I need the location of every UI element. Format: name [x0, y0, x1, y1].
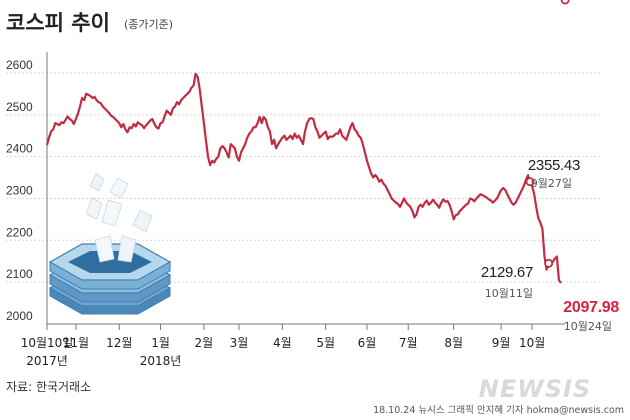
x-tick-label: 5월 [316, 336, 335, 350]
annotation-peak-date: 9월27일 [531, 176, 572, 190]
annotation-peak-value: 2355.43 [528, 157, 580, 174]
x-tick-label: 8월 [444, 336, 463, 350]
chart-title: 코스피 추이 [6, 11, 110, 35]
x-tick-label: 2월 [195, 336, 214, 350]
y-tick-label: 2200 [6, 225, 33, 239]
x-year-label: 2018년 [140, 354, 182, 368]
annotation-latest-value: 2097.98 [563, 299, 619, 316]
y-tick-label: 2100 [6, 267, 33, 281]
x-tick-label: 11월 [63, 336, 89, 350]
annotation-marker [525, 177, 535, 187]
money-tray-illustration [48, 173, 172, 315]
annotation-latest-date: 10월24일 [564, 319, 612, 333]
x-tick-label: 10월10일 [21, 336, 74, 350]
y-tick-label: 2500 [6, 100, 33, 114]
newsis-watermark: NEWSIS [479, 375, 591, 403]
graphic-credit: 18.10.24 뉴시스 그래픽 안지혜 기자 hokma@newsis.com [373, 404, 624, 416]
x-tick-label: 6월 [358, 336, 377, 350]
y-tick-label: 2300 [6, 183, 33, 197]
y-tick-label: 2000 [6, 309, 33, 323]
annotation-markers [525, 0, 570, 268]
annotation-marker [544, 258, 554, 268]
chart-subtitle: (종가기준) [124, 18, 173, 31]
annotation-low-date: 10월11일 [485, 286, 533, 300]
annotation-low-value: 2129.67 [481, 264, 533, 281]
x-year-label: 2017년 [26, 354, 68, 368]
x-tick-label: 10월 [519, 336, 545, 350]
y-tick-label: 2400 [6, 142, 33, 156]
kospi-series-line [45, 72, 562, 284]
source-note: 자료: 한국거래소 [6, 380, 91, 394]
x-tick-label: 12월 [106, 336, 132, 350]
x-tick-label: 1월 [151, 336, 170, 350]
x-tick-label: 9월 [492, 336, 511, 350]
annotation-marker [560, 0, 570, 5]
y-tick-label: 2600 [6, 58, 33, 72]
x-tick-label: 7월 [399, 336, 418, 350]
x-axis: 10월10일 2017년 11월 12월 1월 2018년 2월 3월 4월 5월 6월 7월 8월 9월… [21, 52, 565, 368]
y-gridlines [6, 72, 600, 283]
x-tick-label: 3월 [230, 336, 249, 350]
y-axis-ticks: 2000 2100 2200 2300 2400 2500 2600 [6, 58, 33, 323]
x-tick-label: 4월 [273, 336, 292, 350]
